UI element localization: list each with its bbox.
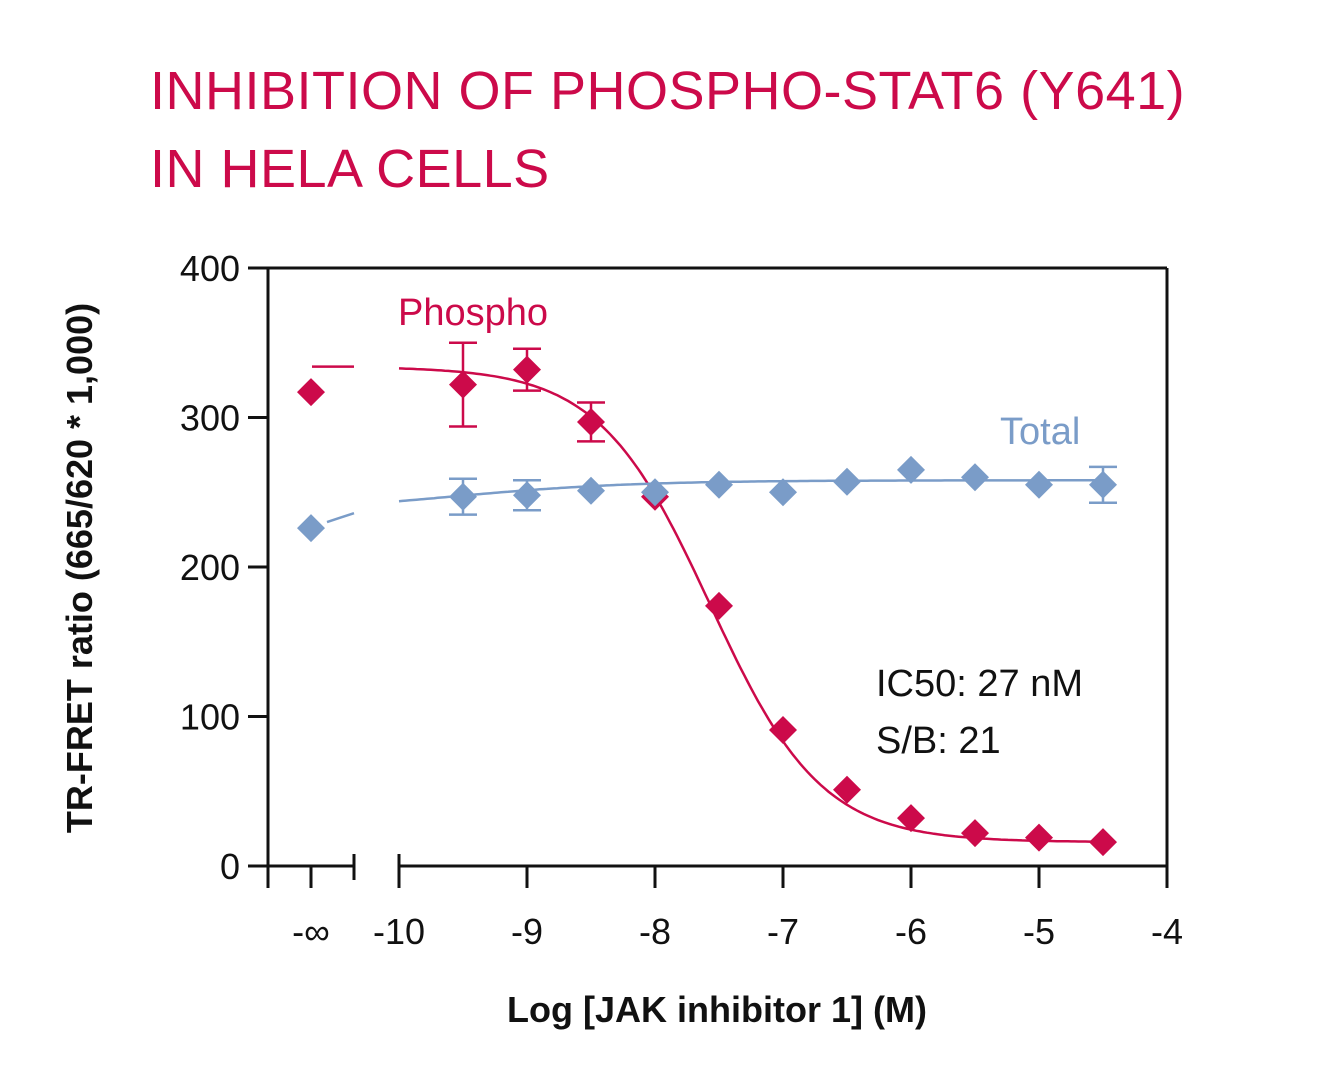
y-tick-label: 400: [180, 248, 240, 289]
y-tick-label: 200: [180, 547, 240, 588]
data-point-phospho-zero-dose: [297, 378, 325, 407]
y-axis-label: TR-FRET ratio (665/620 * 1,000): [59, 303, 100, 833]
x-tick-label: -5: [1023, 911, 1055, 952]
data-point-phospho: [705, 591, 733, 620]
data-point-phospho: [769, 715, 797, 744]
x-tick-label: -9: [511, 911, 543, 952]
data-point-phospho: [833, 775, 861, 804]
series-label-phospho: Phospho: [398, 292, 548, 334]
chart-title: INHIBITION OF PHOSPHO-STAT6 (Y641) IN HE…: [150, 52, 1320, 208]
data-point-phospho: [1089, 828, 1117, 857]
series-label-total: Total: [1000, 411, 1080, 453]
data-point-total: [769, 478, 797, 507]
x-tick-label: -8: [639, 911, 671, 952]
sb-annotation: S/B: 21: [876, 720, 1001, 762]
ic50-annotation: IC50: 27 nM: [876, 663, 1083, 705]
x-tick-label: -6: [895, 911, 927, 952]
data-point-total: [897, 455, 925, 484]
x-axis-label: Log [JAK inhibitor 1] (M): [507, 989, 927, 1030]
data-point-total: [833, 467, 861, 496]
x-tick-label: -10: [373, 911, 425, 952]
y-tick-label: 300: [180, 398, 240, 439]
data-point-total: [577, 476, 605, 505]
data-point-phospho: [961, 819, 989, 848]
chart-title-line1: INHIBITION OF PHOSPHO-STAT6 (Y641): [150, 61, 1186, 121]
data-point-total: [705, 470, 733, 499]
y-tick-label: 100: [180, 697, 240, 738]
data-point-total: [1025, 470, 1053, 499]
fit-curve-phospho: [398, 367, 1104, 843]
x-tick-label: -7: [767, 911, 799, 952]
data-point-total: [641, 478, 669, 507]
data-point-total-zero-dose: [297, 514, 325, 543]
data-point-phospho: [577, 407, 605, 436]
axes: [248, 266, 1169, 888]
y-tick-label: 0: [220, 846, 240, 887]
chart-title-line2: IN HELA CELLS: [150, 139, 550, 199]
data-point-phospho: [449, 370, 477, 399]
data-point-total: [961, 463, 989, 492]
data-markers: [297, 341, 1117, 857]
chart-labels: TR-FRET ratio (665/620 * 1,000) Log [JAK…: [59, 248, 1183, 1030]
data-point-total: [1089, 470, 1117, 499]
data-point-phospho: [897, 804, 925, 833]
data-point-phospho: [513, 355, 541, 384]
data-point-total: [513, 481, 541, 510]
x-tick-label: -4: [1151, 911, 1183, 952]
fit-curve-stub-total: [326, 512, 355, 524]
data-point-phospho: [1025, 823, 1053, 852]
data-point-total: [449, 482, 477, 511]
fit-curve-total: [398, 479, 1103, 503]
x-tick-label-neg-infinity: -∞: [292, 911, 330, 952]
